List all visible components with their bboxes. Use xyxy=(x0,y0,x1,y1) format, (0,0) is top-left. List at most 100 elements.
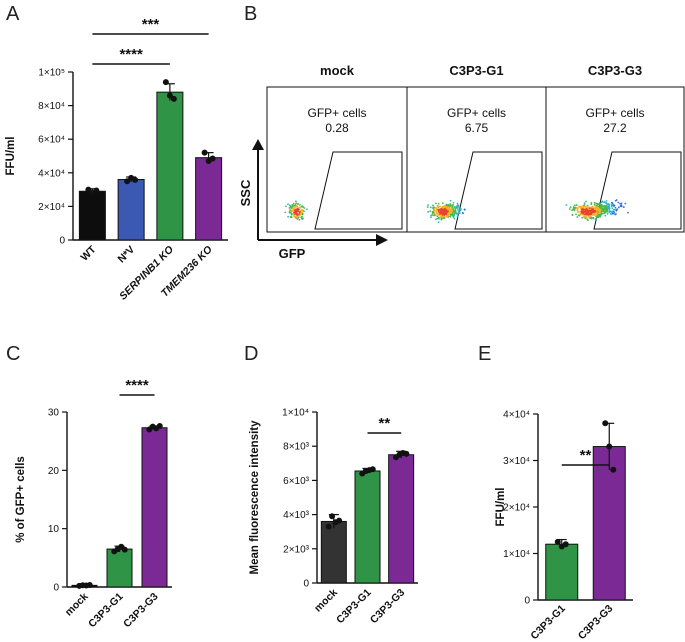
y-tick-label-a: 8×10⁴ xyxy=(38,101,65,112)
event-dot xyxy=(435,211,438,214)
event-dot xyxy=(582,215,585,218)
event-dot xyxy=(435,214,438,216)
event-dot xyxy=(455,212,458,215)
event-dot xyxy=(611,207,614,210)
y-tick-label-e: 4×10⁴ xyxy=(503,410,530,421)
event-dot xyxy=(449,199,452,202)
event-dot xyxy=(427,204,429,206)
event-dot xyxy=(598,212,601,215)
data-point-c xyxy=(86,581,93,588)
event-dot xyxy=(592,214,594,217)
y-tick-label-d: 6×10³ xyxy=(283,476,310,487)
event-dot xyxy=(298,214,301,217)
event-dot xyxy=(612,210,615,213)
event-dot xyxy=(608,203,611,206)
event-dot xyxy=(295,210,298,213)
event-dot xyxy=(585,200,587,203)
event-dot xyxy=(442,210,445,213)
event-dot xyxy=(597,209,600,212)
event-dot xyxy=(440,217,443,220)
event-dot xyxy=(300,217,303,220)
event-dot xyxy=(443,209,446,212)
data-point-d xyxy=(329,513,336,520)
event-dot xyxy=(438,211,441,214)
x-tick-label-a: N*V xyxy=(116,244,138,266)
event-dot xyxy=(619,202,622,205)
event-dot xyxy=(580,205,583,208)
event-dot xyxy=(608,207,611,210)
event-dot xyxy=(462,212,464,215)
y-tick-label-a: 4×10⁴ xyxy=(38,168,65,179)
panel-letter-d: D xyxy=(244,343,258,365)
event-dot xyxy=(287,215,290,218)
gfp-axis-arrow-icon xyxy=(376,234,388,246)
event-dot xyxy=(292,202,295,205)
data-point-d xyxy=(325,523,332,530)
event-dot xyxy=(610,205,613,208)
gate-value: 6.75 xyxy=(465,121,489,135)
event-dot xyxy=(597,213,600,216)
event-dot xyxy=(614,199,617,202)
event-dot xyxy=(587,219,589,222)
bar-c xyxy=(141,427,168,588)
event-dot xyxy=(600,213,603,216)
significance-label-e: ** xyxy=(580,447,592,464)
event-dot xyxy=(299,210,302,213)
event-dot xyxy=(606,203,609,206)
bar-a xyxy=(78,190,106,241)
y-tick-label-a: 2×10⁴ xyxy=(38,202,65,213)
event-dot xyxy=(435,207,438,210)
event-dot xyxy=(600,201,603,204)
event-dot xyxy=(443,212,446,215)
event-dot xyxy=(450,207,453,210)
bar-a xyxy=(117,179,145,241)
significance-label-a: **** xyxy=(119,46,143,63)
event-dot xyxy=(426,206,429,208)
event-dot xyxy=(303,207,306,209)
data-point-e xyxy=(606,443,613,450)
event-dot xyxy=(615,209,618,212)
event-dot xyxy=(594,210,597,213)
event-dot xyxy=(568,208,571,210)
event-dot xyxy=(457,204,460,207)
event-dot xyxy=(606,212,609,215)
data-point-c xyxy=(121,546,128,553)
event-dot xyxy=(593,210,595,213)
event-dot xyxy=(611,212,614,215)
event-dot xyxy=(582,211,585,214)
gate-label: GFP+ cells xyxy=(585,106,644,120)
event-dot xyxy=(589,213,592,215)
event-dot xyxy=(604,214,607,217)
event-dot xyxy=(608,211,611,214)
event-dot xyxy=(435,209,437,212)
x-axis-label-b: GFP xyxy=(279,246,306,261)
y-tick-label-d: 4×10³ xyxy=(283,510,310,521)
flow-plot-frame xyxy=(545,86,685,233)
y-tick-label-e: 2×10⁴ xyxy=(503,503,530,514)
event-dot xyxy=(583,202,586,205)
event-dot xyxy=(587,206,590,209)
event-dot xyxy=(590,202,593,204)
y-tick-label-e: 3×10⁴ xyxy=(503,456,530,467)
event-dot xyxy=(298,208,300,211)
event-dot xyxy=(588,207,591,210)
y-tick-label-e: 0 xyxy=(524,596,530,607)
event-dot xyxy=(443,217,446,219)
event-dot xyxy=(576,209,579,212)
y-tick-label-c: 30 xyxy=(48,408,60,419)
event-dot xyxy=(459,207,462,210)
event-dot xyxy=(288,207,291,209)
event-dot xyxy=(301,209,304,212)
event-dot xyxy=(614,213,617,216)
event-dot xyxy=(601,209,603,212)
event-dot xyxy=(593,207,596,210)
data-point-e xyxy=(602,420,609,427)
x-tick-label-c: mock xyxy=(63,591,91,619)
event-dot xyxy=(300,216,303,219)
event-dot xyxy=(585,210,588,213)
event-dot xyxy=(437,221,440,224)
event-dot xyxy=(595,207,598,210)
event-dot xyxy=(613,204,616,207)
event-dot xyxy=(437,216,440,219)
